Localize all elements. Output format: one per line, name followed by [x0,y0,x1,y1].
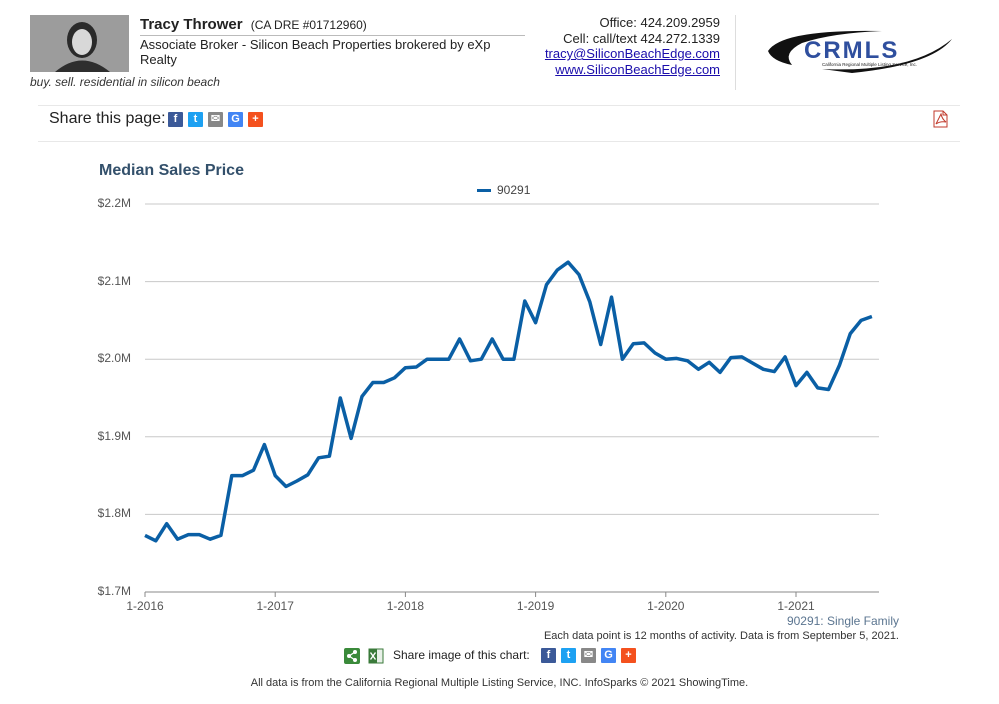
x-tick-label: 1-2020 [647,599,685,613]
crmls-logo-subtext: California Regional Multiple Listing Ser… [822,62,917,67]
pdf-icon[interactable] [932,110,949,128]
contact-block: Office: 424.209.2959 Cell: call/text 424… [520,15,720,77]
agent-title: Associate Broker - Silicon Beach Propert… [140,35,525,67]
chart-plus-icon[interactable]: + [621,648,636,663]
x-tick-label: 1-2021 [777,599,815,613]
chart-note: Each data point is 12 months of activity… [543,630,899,642]
header-divider [735,15,736,90]
divider-top [38,105,960,106]
tagline: buy. sell. residential in silicon beach [30,75,220,89]
x-tick-label: 1-2017 [256,599,294,613]
office-phone: Office: 424.209.2959 [599,15,720,30]
crmls-logo-text: CRMLS [804,37,899,64]
facebook-icon[interactable]: f [168,112,183,127]
footer-text: All data is from the California Regional… [250,677,749,689]
plus-icon[interactable]: + [248,112,263,127]
y-tick-label: $1.9M [97,428,131,443]
twitter-icon[interactable]: t [188,112,203,127]
x-tick-label: 1-2019 [516,599,555,613]
crmls-logo: CRMLS California Regional Multiple Listi… [762,25,957,77]
chart-title: Median Sales Price [99,162,244,179]
y-tick-label: $2.0M [97,351,131,366]
share-chart-icon[interactable] [344,648,360,664]
chart-twitter-icon[interactable]: t [561,648,576,663]
email-icon[interactable]: ✉ [208,112,223,127]
agent-name: Tracy Thrower (CA DRE #01712960) [140,16,367,33]
x-tick-label: 1-2018 [386,599,425,613]
cell-phone: Cell: call/text 424.272.1339 [563,30,720,46]
agent-name-text: Tracy Thrower [140,16,243,33]
agent-license: (CA DRE #01712960) [250,18,367,32]
email-link[interactable]: tracy@SiliconBeachEdge.com [544,46,720,61]
agent-photo [30,15,129,72]
y-tick-label: $1.8M [97,506,131,521]
legend-label: 90291 [497,183,531,197]
series-line-90291 [144,260,873,543]
share-page-label: Share this page: [49,110,166,127]
chart-google-icon[interactable]: G [601,648,616,663]
chart-facebook-icon[interactable]: f [541,648,556,663]
google-icon[interactable]: G [228,112,243,127]
x-tick-label: 1-2016 [126,599,164,613]
website-link[interactable]: www.SiliconBeachEdge.com [555,61,720,77]
chart-series-subtitle: 90291: Single Family [786,614,899,628]
y-tick-label: $2.2M [97,196,131,210]
share-image-label: Share image of this chart: [393,648,530,662]
y-tick-label: $2.1M [97,273,131,288]
excel-export-icon[interactable] [368,648,384,664]
y-tick-label: $1.7M [97,584,131,598]
divider-bottom [38,141,960,142]
chart-email-icon[interactable]: ✉ [581,648,596,663]
legend-swatch [477,189,491,192]
